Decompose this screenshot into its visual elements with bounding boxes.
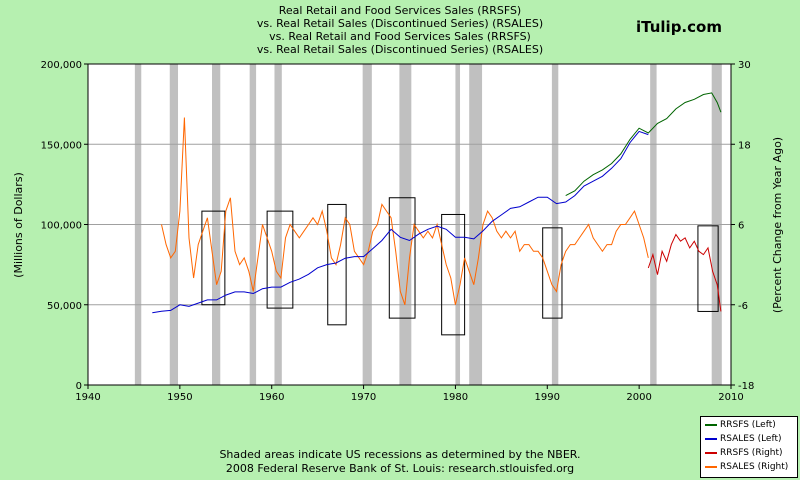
y-right-tick-label: 6 — [738, 221, 744, 232]
highlight-box — [697, 225, 719, 312]
x-tick-label: 2000 — [626, 392, 651, 403]
y-left-tick-label: 0 — [76, 381, 82, 392]
legend-item: RRSFS (Right) — [705, 447, 783, 459]
legend-item: RSALES (Right) — [705, 461, 788, 473]
y-right-tick-label: -18 — [738, 381, 754, 392]
x-tick-label: 1970 — [351, 392, 376, 403]
y-axis-left-label: (Millions of Dollars) — [12, 172, 25, 278]
y-left-tick-layer: 0 50,000 100,000 150,000 200,000 — [41, 60, 88, 392]
x-tick-label: 2010 — [718, 392, 743, 403]
legend-item-label: RSALES (Left) — [720, 434, 782, 444]
y-left-tick-label: 200,000 — [41, 60, 82, 71]
legend-swatch — [705, 437, 717, 440]
legend-item: RSALES (Left) — [705, 433, 782, 445]
legend-item-label: RSALES (Right) — [720, 462, 789, 472]
legend-swatch — [705, 451, 717, 454]
x-tick-label: 1960 — [259, 392, 284, 403]
legend-swatch — [705, 423, 717, 426]
legend-item-label: RRSFS (Left) — [720, 420, 776, 430]
footer-line-1: Shaded areas indicate US recessions as d… — [219, 448, 581, 461]
x-tick-label: 1990 — [535, 392, 560, 403]
series-line — [161, 117, 649, 305]
legend-swatch — [705, 465, 717, 468]
watermark: iTulip.com — [636, 18, 722, 36]
x-tick-label: 1940 — [75, 392, 100, 403]
highlight-box — [201, 210, 226, 306]
series-layer — [152, 92, 722, 314]
series-line — [647, 233, 722, 312]
chart-title-line-2: vs. Real Retail Sales (Discontinued Seri… — [256, 17, 544, 30]
y-left-tick-label: 150,000 — [41, 140, 82, 151]
y-right-tick-label: -6 — [738, 301, 748, 312]
highlight-box — [542, 227, 563, 319]
x-tick-layer: 1940 1950 1960 1970 1980 1990 2000 2010 — [75, 385, 744, 403]
y-right-tick-label: 30 — [738, 60, 751, 71]
legend-item: RRSFS (Left) — [705, 419, 776, 431]
footer-line-2: 2008 Federal Reserve Bank of St. Louis: … — [225, 462, 575, 475]
series-line — [152, 130, 649, 314]
chart-title-line-3: vs. Real Retail and Food Services Sales … — [269, 30, 531, 43]
chart-title-line-4: vs. Real Retail Sales (Discontinued Seri… — [256, 43, 544, 56]
legend: RRSFS (Left) RSALES (Left) RRSFS (Right)… — [700, 416, 798, 478]
y-axis-right-label: (Percent Change from Year Ago) — [771, 137, 784, 313]
y-left-tick-label: 50,000 — [47, 301, 82, 312]
y-right-tick-label: 18 — [738, 140, 751, 151]
highlight-box — [441, 213, 466, 336]
highlight-box — [388, 197, 416, 319]
highlight-box — [266, 210, 294, 309]
x-tick-label: 1950 — [167, 392, 192, 403]
legend-item-label: RRSFS (Right) — [720, 448, 783, 458]
series-line — [565, 92, 722, 197]
y-left-tick-label: 100,000 — [41, 221, 82, 232]
y-right-tick-layer: -18 -6 6 18 30 — [731, 60, 754, 392]
chart-title-line-1: Real Retail and Food Services Sales (RRS… — [278, 4, 522, 17]
x-tick-label: 1980 — [443, 392, 468, 403]
